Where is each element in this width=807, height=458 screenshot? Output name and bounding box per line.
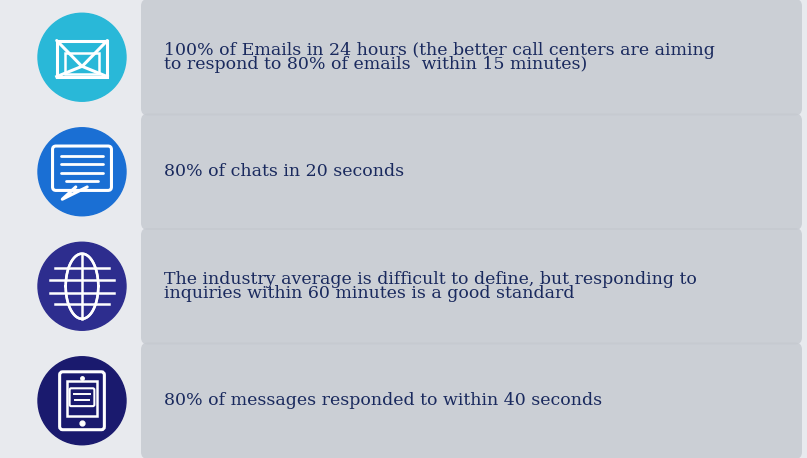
Text: inquiries within 60 minutes is a good standard: inquiries within 60 minutes is a good st… bbox=[164, 284, 575, 302]
Text: to respond to 80% of emails  within 15 minutes): to respond to 80% of emails within 15 mi… bbox=[164, 55, 587, 73]
Circle shape bbox=[38, 13, 126, 101]
FancyBboxPatch shape bbox=[141, 343, 802, 458]
Circle shape bbox=[38, 242, 126, 330]
Text: 80% of messages responded to within 40 seconds: 80% of messages responded to within 40 s… bbox=[164, 392, 602, 409]
Text: 80% of chats in 20 seconds: 80% of chats in 20 seconds bbox=[164, 163, 404, 180]
Circle shape bbox=[38, 357, 126, 445]
FancyBboxPatch shape bbox=[141, 114, 802, 230]
Text: 100% of Emails in 24 hours (the better call centers are aiming: 100% of Emails in 24 hours (the better c… bbox=[164, 42, 715, 59]
Circle shape bbox=[38, 128, 126, 216]
FancyBboxPatch shape bbox=[141, 0, 802, 115]
FancyBboxPatch shape bbox=[141, 228, 802, 344]
Text: The industry average is difficult to define, but responding to: The industry average is difficult to def… bbox=[164, 271, 697, 288]
